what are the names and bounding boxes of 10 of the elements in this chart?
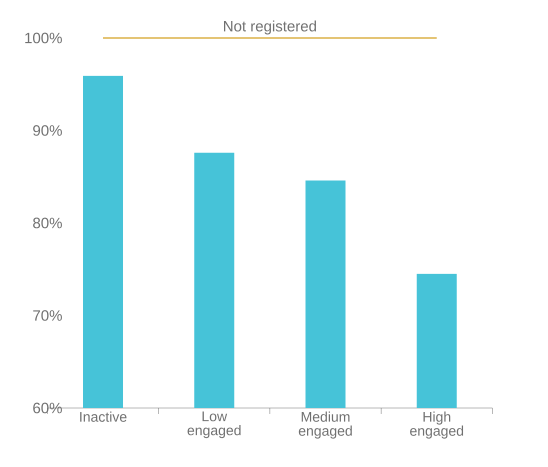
y-tick-label: 100%	[25, 32, 62, 44]
x-tick-label: Inactive	[80, 412, 127, 422]
x-tick-label: High engaged	[410, 412, 464, 439]
y-tick-label: 60%	[33, 402, 62, 414]
ref-line-label: Not registered	[224, 20, 316, 34]
x-tick-label: Low engaged	[188, 412, 241, 438]
x-tick-label: Medium engaged	[298, 412, 352, 439]
y-tick-label: 70%	[33, 310, 62, 321]
y-tick-label: 80%	[33, 218, 62, 228]
y-tick-label: 90%	[33, 125, 62, 136]
